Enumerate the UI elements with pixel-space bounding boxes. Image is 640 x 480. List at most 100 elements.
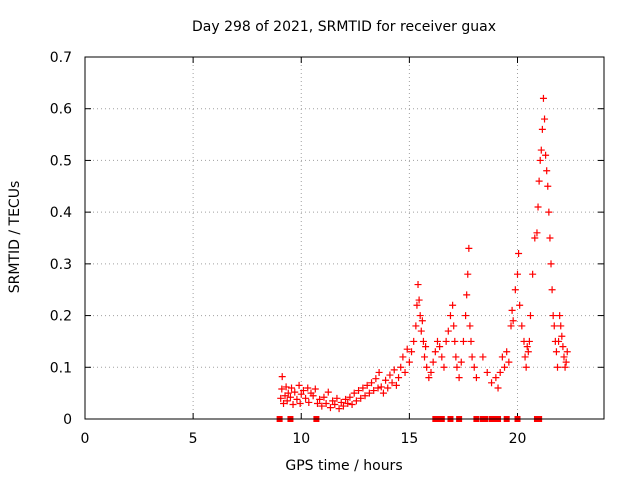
data-point — [355, 387, 363, 395]
data-point — [304, 384, 312, 392]
data-point — [467, 337, 475, 345]
grid — [85, 57, 604, 419]
data-point — [277, 394, 285, 402]
data-point — [511, 286, 519, 294]
y-tick-label: 0.3 — [50, 257, 72, 273]
data-point — [368, 379, 376, 387]
data-point — [556, 312, 564, 320]
data-point — [561, 363, 569, 371]
data-point — [318, 402, 326, 410]
data-point — [283, 397, 291, 405]
data-point — [410, 337, 418, 345]
data-point — [453, 363, 461, 371]
data-point — [557, 322, 565, 330]
data-point — [465, 244, 473, 252]
data-point — [563, 348, 571, 356]
data-point — [372, 375, 380, 383]
data-point — [536, 156, 544, 164]
data-point — [494, 384, 502, 392]
data-point — [374, 384, 382, 392]
data-point — [421, 353, 429, 361]
data-point — [423, 363, 431, 371]
data-point — [417, 327, 425, 335]
data-point — [466, 322, 474, 330]
data-point — [419, 337, 427, 345]
data-point — [331, 401, 339, 409]
data-point — [427, 368, 435, 376]
data-point — [395, 374, 403, 382]
data-point — [550, 322, 558, 330]
data-point — [442, 337, 450, 345]
data-point — [363, 381, 371, 389]
data-point — [415, 296, 423, 304]
data-point — [320, 393, 328, 401]
data-point — [503, 348, 511, 356]
y-tick-label: 0.1 — [50, 360, 72, 376]
data-point — [438, 353, 446, 361]
data-point — [305, 398, 313, 406]
data-point — [370, 387, 378, 395]
data-point — [313, 399, 321, 407]
data-point — [286, 393, 294, 401]
data-point — [326, 404, 334, 412]
data-point — [352, 397, 360, 405]
data-point — [425, 374, 433, 382]
data-point — [444, 327, 452, 335]
data-point — [515, 250, 523, 258]
data-point — [361, 392, 369, 400]
y-tick-label: 0 — [63, 412, 72, 428]
data-point — [472, 374, 480, 382]
data-point — [377, 383, 385, 391]
data-point — [386, 371, 394, 379]
data-point — [529, 270, 537, 278]
data-point — [282, 383, 290, 391]
data-point — [392, 381, 400, 389]
data-point — [559, 343, 567, 351]
data-point — [538, 125, 546, 133]
data-point — [479, 353, 487, 361]
data-point — [309, 392, 317, 400]
data-point — [449, 301, 457, 309]
data-point — [549, 312, 557, 320]
data-point — [339, 402, 347, 410]
data-point — [433, 337, 441, 345]
data-point — [357, 394, 365, 402]
data-point — [525, 337, 533, 345]
data-point — [384, 384, 392, 392]
data-point — [401, 368, 409, 376]
y-tick-label: 0.6 — [50, 102, 72, 118]
data-point — [459, 337, 467, 345]
data-point — [390, 366, 398, 374]
data-point — [546, 234, 554, 242]
data-point — [403, 345, 411, 353]
y-tick-label: 0.7 — [50, 50, 72, 66]
data-point — [333, 394, 341, 402]
data-point — [359, 384, 367, 392]
data-point — [322, 399, 330, 407]
x-tick-label: 15 — [400, 431, 418, 447]
data-point — [450, 322, 458, 330]
data-point — [514, 270, 521, 278]
data-point — [346, 393, 354, 401]
data-point — [413, 301, 421, 309]
data-point — [302, 394, 310, 402]
data-point — [297, 390, 305, 398]
data-point — [498, 353, 506, 361]
data-point — [501, 363, 509, 371]
plot-frame — [84, 56, 605, 420]
data-point — [496, 368, 504, 376]
data-point — [350, 389, 358, 397]
data-point — [337, 398, 345, 406]
data-point — [291, 388, 299, 396]
data-point — [521, 353, 529, 361]
data-point — [440, 363, 448, 371]
data-point — [463, 291, 471, 299]
data-point — [414, 281, 422, 289]
data-point — [418, 317, 426, 325]
y-tick-label: 0.5 — [50, 153, 72, 169]
data-point — [509, 317, 517, 325]
data-point — [348, 401, 356, 409]
x-axis-label: GPS time / hours — [285, 458, 402, 474]
axis-ticks: 0 0.1 0.2 0.3 0.4 0.5 0.6 0.7 0 5 10 15 20 — [50, 50, 604, 447]
data-point — [462, 312, 470, 320]
